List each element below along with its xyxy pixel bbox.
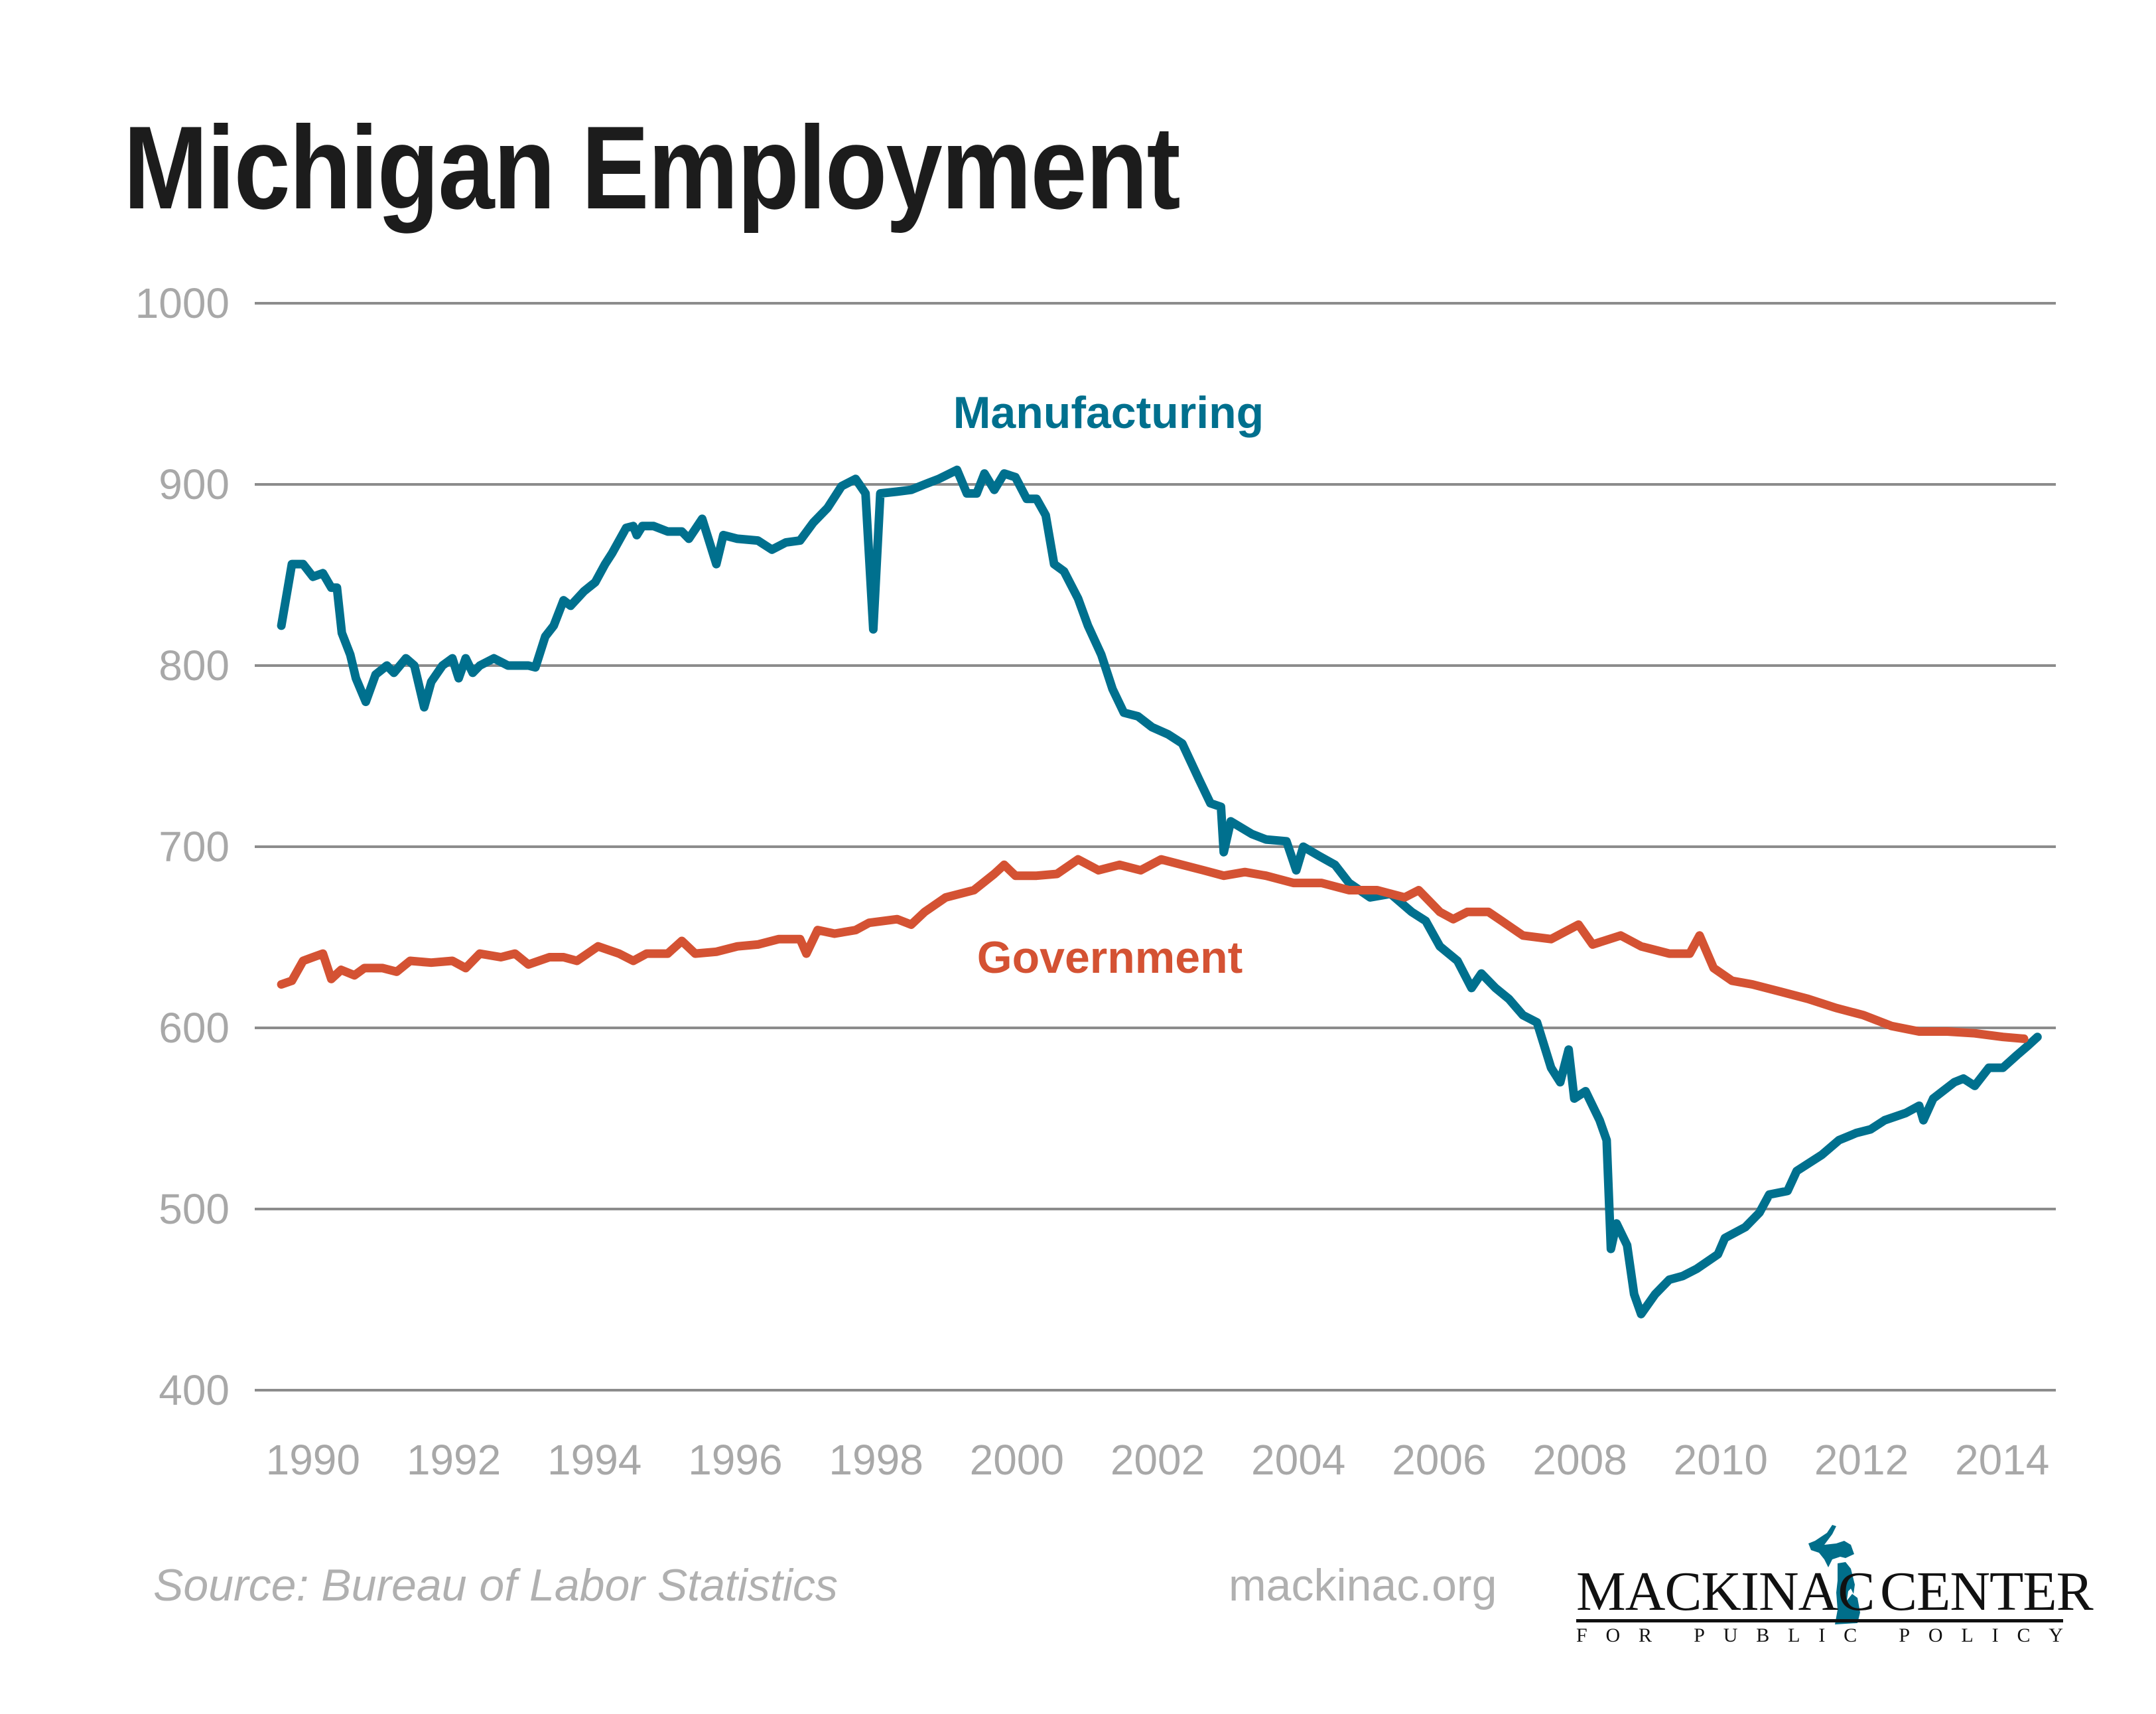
- series-line-manufacturing: [277, 465, 2042, 1319]
- x-axis-ticks: 1990 1992 1994 1996 1998 2000 2002 2004 2006 2008…: [266, 1436, 2050, 1484]
- logo-tagline-letter: [1670, 1624, 1676, 1647]
- logo-tagline-letter: R: [1639, 1624, 1652, 1646]
- y-tick-label: 1000: [135, 279, 230, 327]
- logo-tagline-letter: C: [1844, 1624, 1857, 1646]
- x-tick-label: 2002: [1111, 1436, 1205, 1484]
- y-tick-label: 500: [159, 1185, 230, 1233]
- logo-divider: [1576, 1619, 2063, 1622]
- logo-tagline-letter: P: [1694, 1624, 1705, 1646]
- logo-name-left: MACKINAC: [1576, 1561, 1875, 1622]
- series-line-government: [277, 855, 2029, 1043]
- website-link[interactable]: mackinac.org: [1229, 1560, 1497, 1610]
- y-axis-ticks: 1000 900 800 700 600 500 400: [135, 279, 230, 1414]
- x-tick-label: 2000: [970, 1436, 1064, 1484]
- y-tick-label: 700: [159, 823, 230, 871]
- logo-wordmark: MACKINAC CENTER: [1576, 1559, 2094, 1624]
- x-tick-label: 1998: [829, 1436, 923, 1484]
- logo-tagline-letter: L: [1961, 1624, 1974, 1646]
- logo-tagline-letter: L: [1788, 1624, 1800, 1646]
- x-tick-label: 1996: [688, 1436, 782, 1484]
- x-tick-label: 2010: [1674, 1436, 1768, 1484]
- x-tick-label: 2004: [1251, 1436, 1345, 1484]
- logo-tagline-letter: F: [1576, 1624, 1587, 1646]
- logo-tagline-letter: O: [1605, 1624, 1621, 1646]
- logo-tagline-letter: C: [2017, 1624, 2031, 1646]
- logo-tagline-letter: Y: [2049, 1624, 2063, 1646]
- series-label-government: Government: [977, 932, 1243, 983]
- y-tick-label: 900: [159, 461, 230, 508]
- logo-tagline-letter: I: [1991, 1624, 1999, 1646]
- chart-title: Michigan Employment: [123, 102, 1181, 234]
- y-tick-label: 400: [159, 1366, 230, 1414]
- series-lines: [277, 465, 2042, 1319]
- x-tick-label: 1992: [407, 1436, 501, 1484]
- x-tick-label: 2008: [1532, 1436, 1627, 1484]
- logo-tagline-letter: [1875, 1624, 1881, 1647]
- y-tick-label: 800: [159, 642, 230, 689]
- x-tick-label: 1994: [547, 1436, 641, 1484]
- logo-tagline-letter: O: [1928, 1624, 1943, 1646]
- logo-name-right: CENTER: [1880, 1561, 2094, 1622]
- gridlines: [255, 302, 2056, 1392]
- x-tick-label: 1990: [266, 1436, 360, 1484]
- x-tick-label: 2006: [1392, 1436, 1486, 1484]
- x-tick-label: 2014: [1955, 1436, 2049, 1484]
- x-tick-label: 2012: [1814, 1436, 1909, 1484]
- logo-tagline-letter: U: [1723, 1624, 1738, 1646]
- logo-tagline-letter: B: [1756, 1624, 1770, 1646]
- logo-tagline-letter: P: [1899, 1624, 1911, 1646]
- y-tick-label: 600: [159, 1004, 230, 1052]
- michigan-map-icon: [1808, 1525, 1860, 1624]
- logo-tagline-letter: I: [1818, 1624, 1826, 1646]
- series-label-manufacturing: Manufacturing: [953, 388, 1264, 438]
- source-note: Source: Bureau of Labor Statistics: [153, 1560, 838, 1610]
